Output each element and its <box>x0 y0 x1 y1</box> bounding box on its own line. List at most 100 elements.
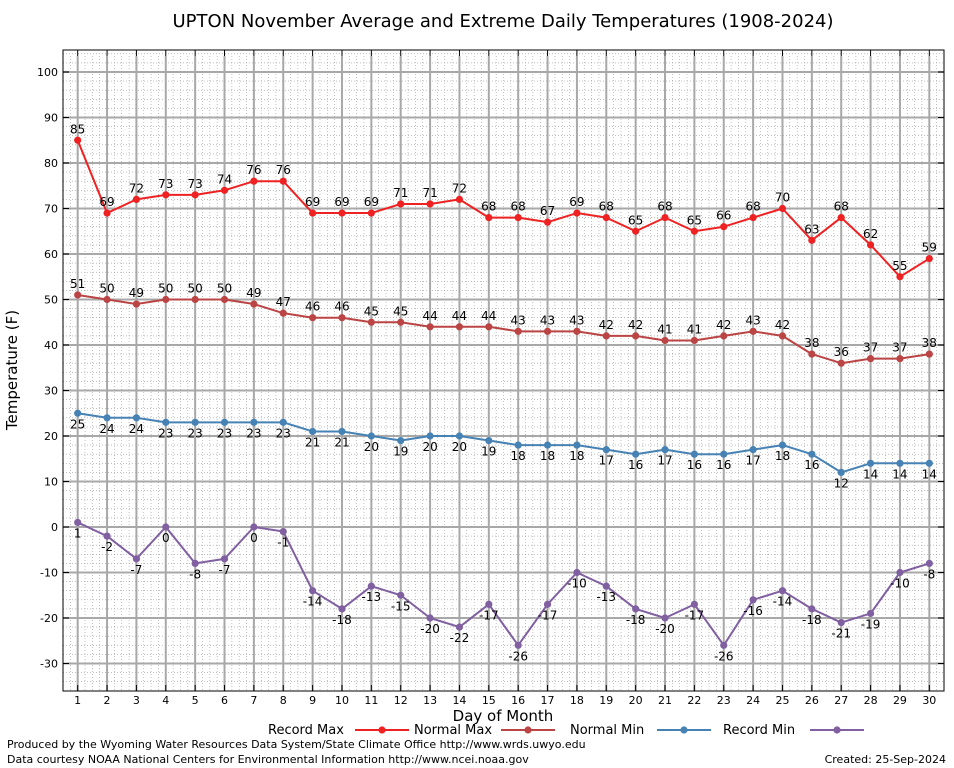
data-label-normal-min: 23 <box>188 426 203 440</box>
data-label-normal-min: 21 <box>334 435 349 449</box>
x-tick-label: 11 <box>364 694 378 707</box>
y-tick-label: 60 <box>44 248 58 261</box>
series-normal-min: 25 24 24 23 23 23 23 23 21 21 20 19 20 20 19 18 18 18 17 16… <box>70 409 937 490</box>
data-point-normal-min <box>661 446 669 454</box>
data-point-record-min <box>162 523 170 531</box>
data-point-record-min <box>309 587 317 595</box>
data-label-record-min: -20 <box>655 622 675 636</box>
data-point-normal-min <box>514 441 522 449</box>
data-label-normal-max: 49 <box>246 286 261 300</box>
x-tick-label: 15 <box>482 694 496 707</box>
data-point-normal-max <box>573 327 581 335</box>
data-point-normal-min <box>191 418 199 426</box>
data-point-normal-max <box>220 295 229 304</box>
data-label-record-min: -8 <box>189 567 201 581</box>
data-point-normal-max <box>837 359 845 367</box>
data-label-record-max: 69 <box>99 195 114 209</box>
data-label-normal-max: 42 <box>599 318 614 332</box>
data-label-record-max: 68 <box>511 200 526 214</box>
data-point-normal-min <box>573 441 581 449</box>
plot-border <box>62 49 945 692</box>
data-label-record-max: 68 <box>834 200 849 214</box>
data-label-record-min: -26 <box>714 649 734 663</box>
data-label-record-min: -20 <box>420 622 440 636</box>
series-line-record-max <box>76 139 930 278</box>
series-record-max: 85 69 72 73 73 74 76 76 69 69 69 71 71 72 68 68 67 69 68 65… <box>70 122 937 281</box>
data-point-record-min <box>661 614 669 622</box>
data-point-normal-min <box>896 459 904 467</box>
data-label-record-max: 72 <box>452 181 467 195</box>
data-label-normal-min: 14 <box>922 467 937 481</box>
footer-created-date: Created: 25-Sep-2024 <box>825 753 946 766</box>
data-point-record-max <box>602 214 610 222</box>
data-point-normal-max <box>485 323 493 331</box>
legend-label-record-max: Record Max <box>268 723 344 738</box>
legend-item-record-max: Record Max <box>268 723 409 738</box>
data-point-normal-max <box>866 355 875 363</box>
data-label-record-min: -17 <box>685 608 705 622</box>
data-label-normal-max: 46 <box>305 300 320 314</box>
x-tick-label: 16 <box>511 694 525 707</box>
data-point-normal-max <box>514 327 522 335</box>
data-point-record-min <box>720 641 728 649</box>
y-tick-label: 40 <box>44 339 58 352</box>
data-label-record-min: -10 <box>890 577 910 591</box>
data-label-record-max: 65 <box>628 213 643 227</box>
data-point-record-min <box>925 559 933 568</box>
data-label-normal-max: 49 <box>129 286 144 300</box>
chart-title: UPTON November Average and Extreme Daily… <box>173 11 834 32</box>
data-label-record-max: 76 <box>246 163 261 177</box>
data-label-record-max: 73 <box>158 177 173 191</box>
x-tick-label: 13 <box>423 694 437 707</box>
data-point-record-max <box>338 209 346 217</box>
data-label-record-min: -8 <box>923 567 935 581</box>
data-point-record-min <box>543 600 552 608</box>
data-point-record-max <box>279 177 287 185</box>
y-tick-label: 10 <box>44 476 58 489</box>
data-label-normal-max: 42 <box>716 318 731 332</box>
data-label-record-max: 69 <box>334 195 349 209</box>
data-label-record-min: -14 <box>303 595 323 609</box>
legend: Record Max Normal Max Normal Min Record Min <box>268 723 864 738</box>
data-point-record-min <box>367 582 375 590</box>
data-label-normal-max: 44 <box>452 309 467 323</box>
legend-item-normal-min: Normal Min <box>570 723 711 738</box>
data-label-normal-max: 37 <box>892 341 907 355</box>
data-label-normal-max: 43 <box>569 313 584 327</box>
x-tick-label: 4 <box>162 694 169 707</box>
data-label-normal-min: 17 <box>745 454 760 468</box>
data-point-normal-min <box>485 436 493 445</box>
legend-swatch-marker-normal-max <box>524 726 532 734</box>
data-label-normal-max: 50 <box>217 282 232 296</box>
legend-label-record-min: Record Min <box>723 723 795 738</box>
data-label-record-min: -2 <box>101 540 113 554</box>
data-label-record-min: 0 <box>162 531 170 545</box>
x-tick-label: 27 <box>834 694 848 707</box>
data-point-normal-min <box>309 427 317 436</box>
data-label-record-min: -13 <box>596 590 616 604</box>
data-label-record-min: -13 <box>362 590 382 604</box>
data-point-record-max <box>191 191 199 199</box>
x-tick-label: 10 <box>335 694 349 707</box>
x-tick-label: 25 <box>775 694 789 707</box>
data-point-record-max <box>661 214 669 222</box>
data-label-record-min: -17 <box>479 608 499 622</box>
y-tick-label: 100 <box>37 66 58 79</box>
data-point-record-min <box>837 618 845 627</box>
data-label-normal-max: 50 <box>188 282 203 296</box>
data-point-normal-max <box>397 318 405 326</box>
x-tick-label: 14 <box>452 694 466 707</box>
data-label-normal-min: 20 <box>364 440 379 454</box>
y-tick-label: -10 <box>40 567 58 580</box>
data-point-record-min <box>132 555 141 563</box>
series-record-min: 1 -2 -7 0 -8 -7 0 -1 -14 -18 -13 -15 -20 -22 -17 -26 -17… <box>74 518 935 663</box>
x-tick-label: 22 <box>687 694 701 707</box>
data-label-normal-max: 47 <box>276 295 291 309</box>
legend-swatch-marker-normal-min <box>680 726 688 734</box>
data-label-normal-min: 12 <box>834 476 849 490</box>
data-label-normal-min: 20 <box>422 440 437 454</box>
data-point-record-min <box>749 596 757 604</box>
data-point-record-min <box>602 582 610 590</box>
y-tick-label: -20 <box>40 612 58 625</box>
